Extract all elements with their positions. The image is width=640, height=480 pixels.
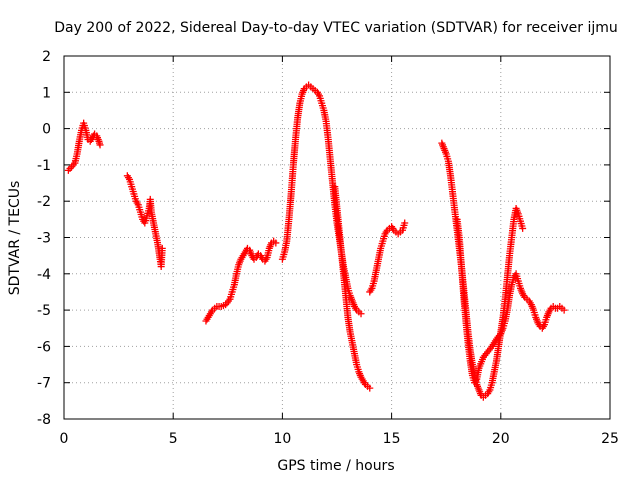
data-point (366, 384, 374, 392)
chart-title: Day 200 of 2022, Sidereal Day-to-day VTE… (54, 20, 618, 36)
y-tick-label: -2 (37, 194, 51, 210)
y-tick-label: -4 (37, 267, 51, 283)
y-tick-label: -1 (37, 158, 51, 174)
data-point (272, 239, 280, 247)
y-tick-label: -3 (37, 231, 51, 247)
data-point (401, 219, 409, 227)
y-tick-label: 2 (42, 49, 51, 65)
y-tick-label: -8 (37, 412, 51, 428)
x-tick-label: 15 (383, 431, 401, 447)
y-tick-label: -7 (37, 376, 51, 392)
data-point (158, 244, 166, 252)
x-tick-label: 0 (60, 431, 69, 447)
x-axis-label: GPS time / hours (277, 458, 394, 474)
y-tick-label: -5 (37, 303, 51, 319)
y-tick-label: 0 (42, 122, 51, 138)
data-point (519, 224, 527, 232)
y-tick-label: -6 (37, 339, 51, 355)
x-tick-label: 20 (492, 431, 510, 447)
data-point (357, 310, 365, 318)
y-axis-label: SDTVAR / TECUs (7, 181, 23, 296)
data-point (560, 306, 568, 314)
x-tick-label: 25 (601, 431, 619, 447)
x-tick-label: 10 (273, 431, 291, 447)
x-tick-label: 5 (169, 431, 178, 447)
y-tick-label: 1 (42, 85, 51, 101)
axis-ticks (63, 55, 611, 420)
data-series-sdtvar (64, 81, 568, 401)
data-point (96, 141, 104, 149)
